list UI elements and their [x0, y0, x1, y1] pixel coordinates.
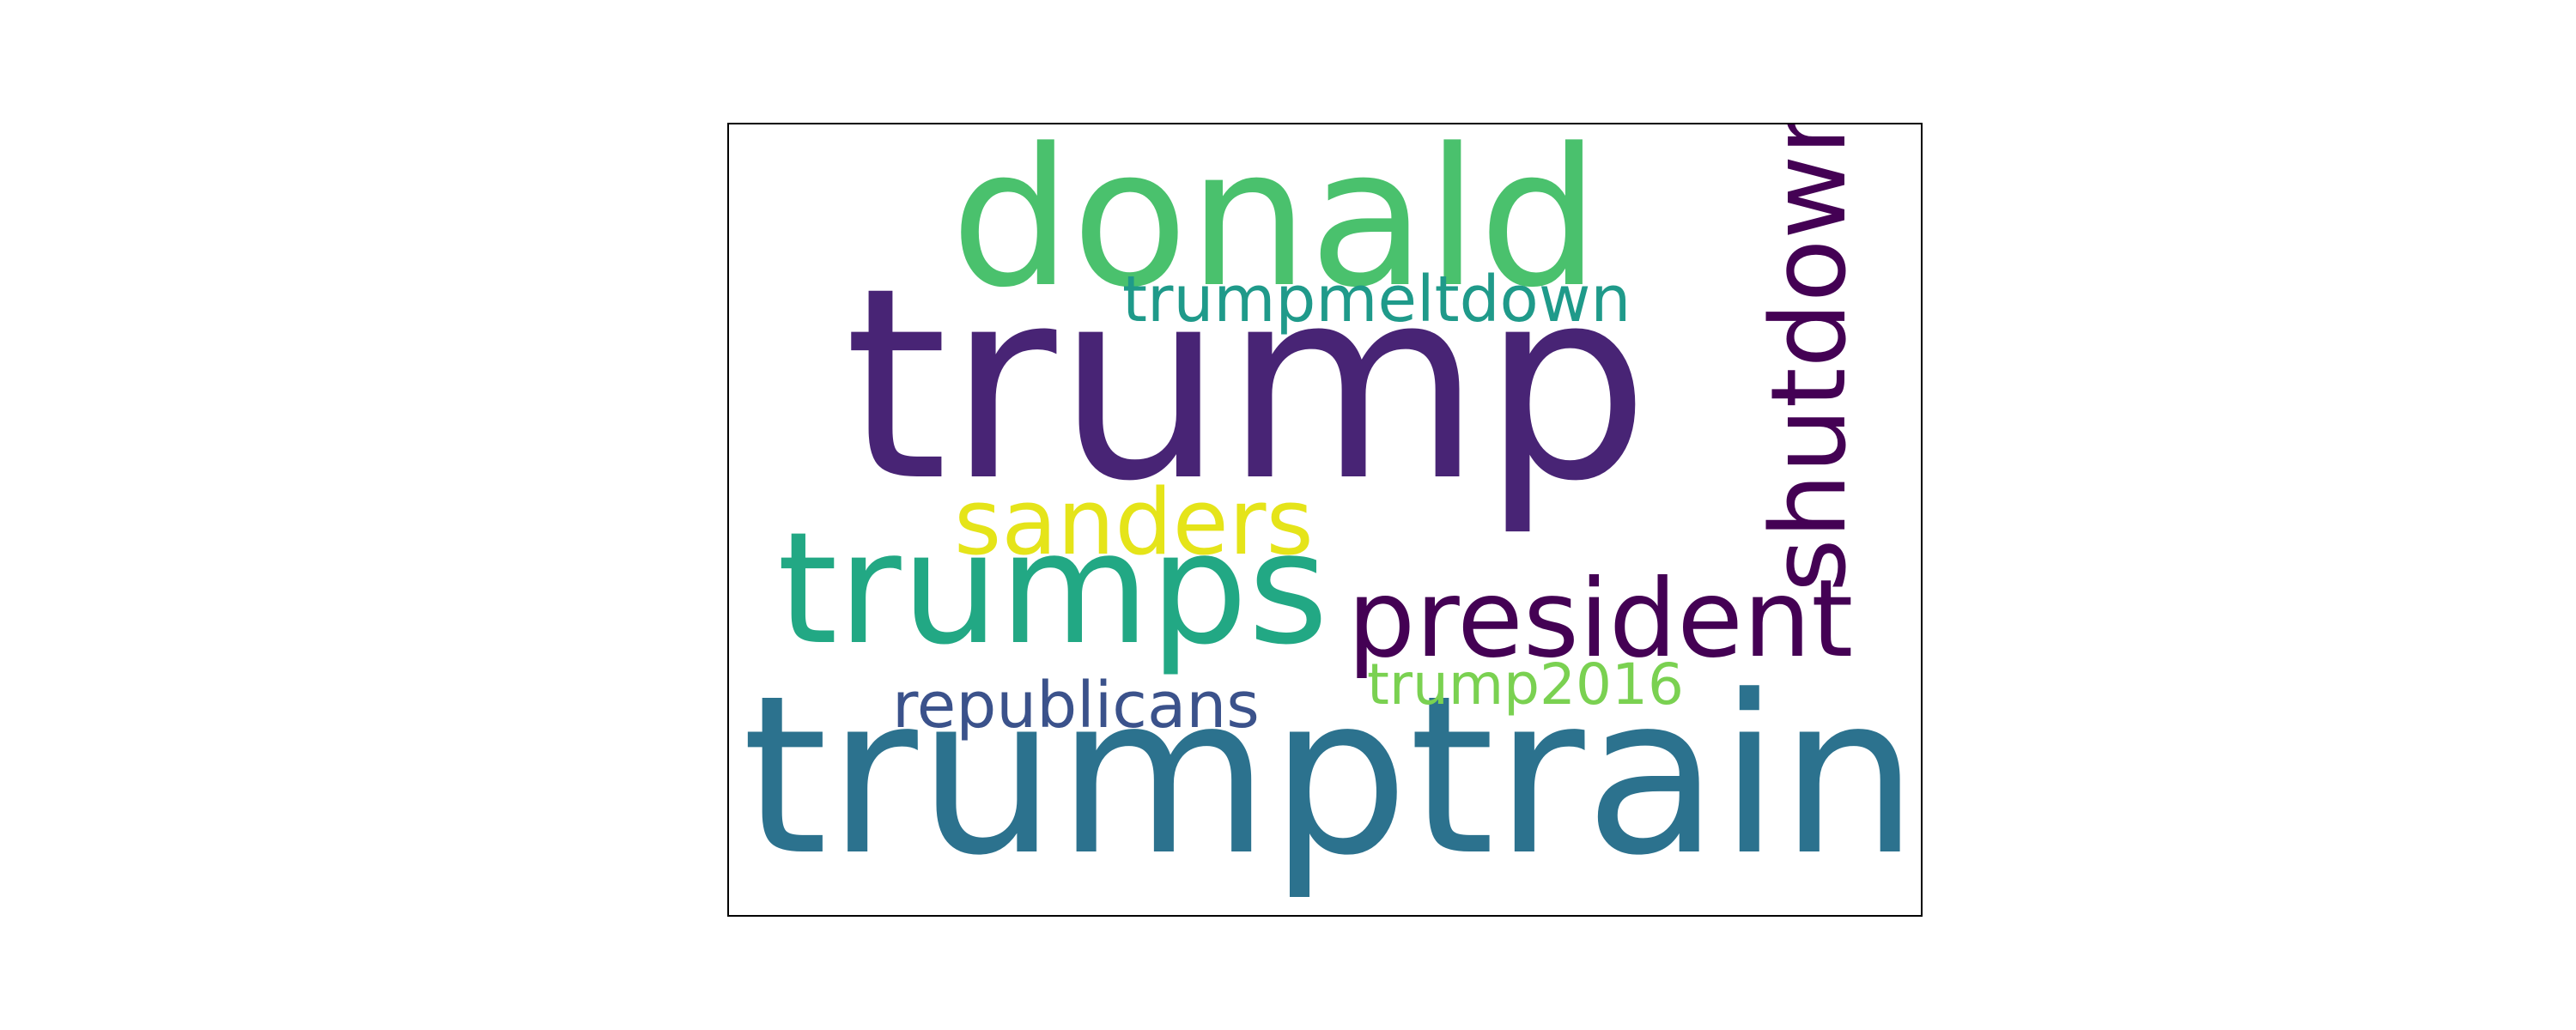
word-cloud-frame: trump trumptrain donald trumps president…	[727, 123, 1923, 917]
word-donald: donald	[951, 123, 1601, 330]
word-trump2016: trump2016	[1367, 651, 1684, 718]
word-trumps: trumps	[777, 500, 1329, 679]
word-shutdown: shutdown	[1750, 123, 1869, 592]
word-sanders: sanders	[954, 470, 1314, 575]
word-trumpmeltdown: trumpmeltdown	[1122, 263, 1631, 336]
word-trump: trump	[844, 231, 1650, 539]
word-president: president	[1347, 557, 1854, 682]
word-trumptrain: trumptrain	[742, 649, 1919, 904]
word-republicans: republicans	[892, 669, 1260, 742]
